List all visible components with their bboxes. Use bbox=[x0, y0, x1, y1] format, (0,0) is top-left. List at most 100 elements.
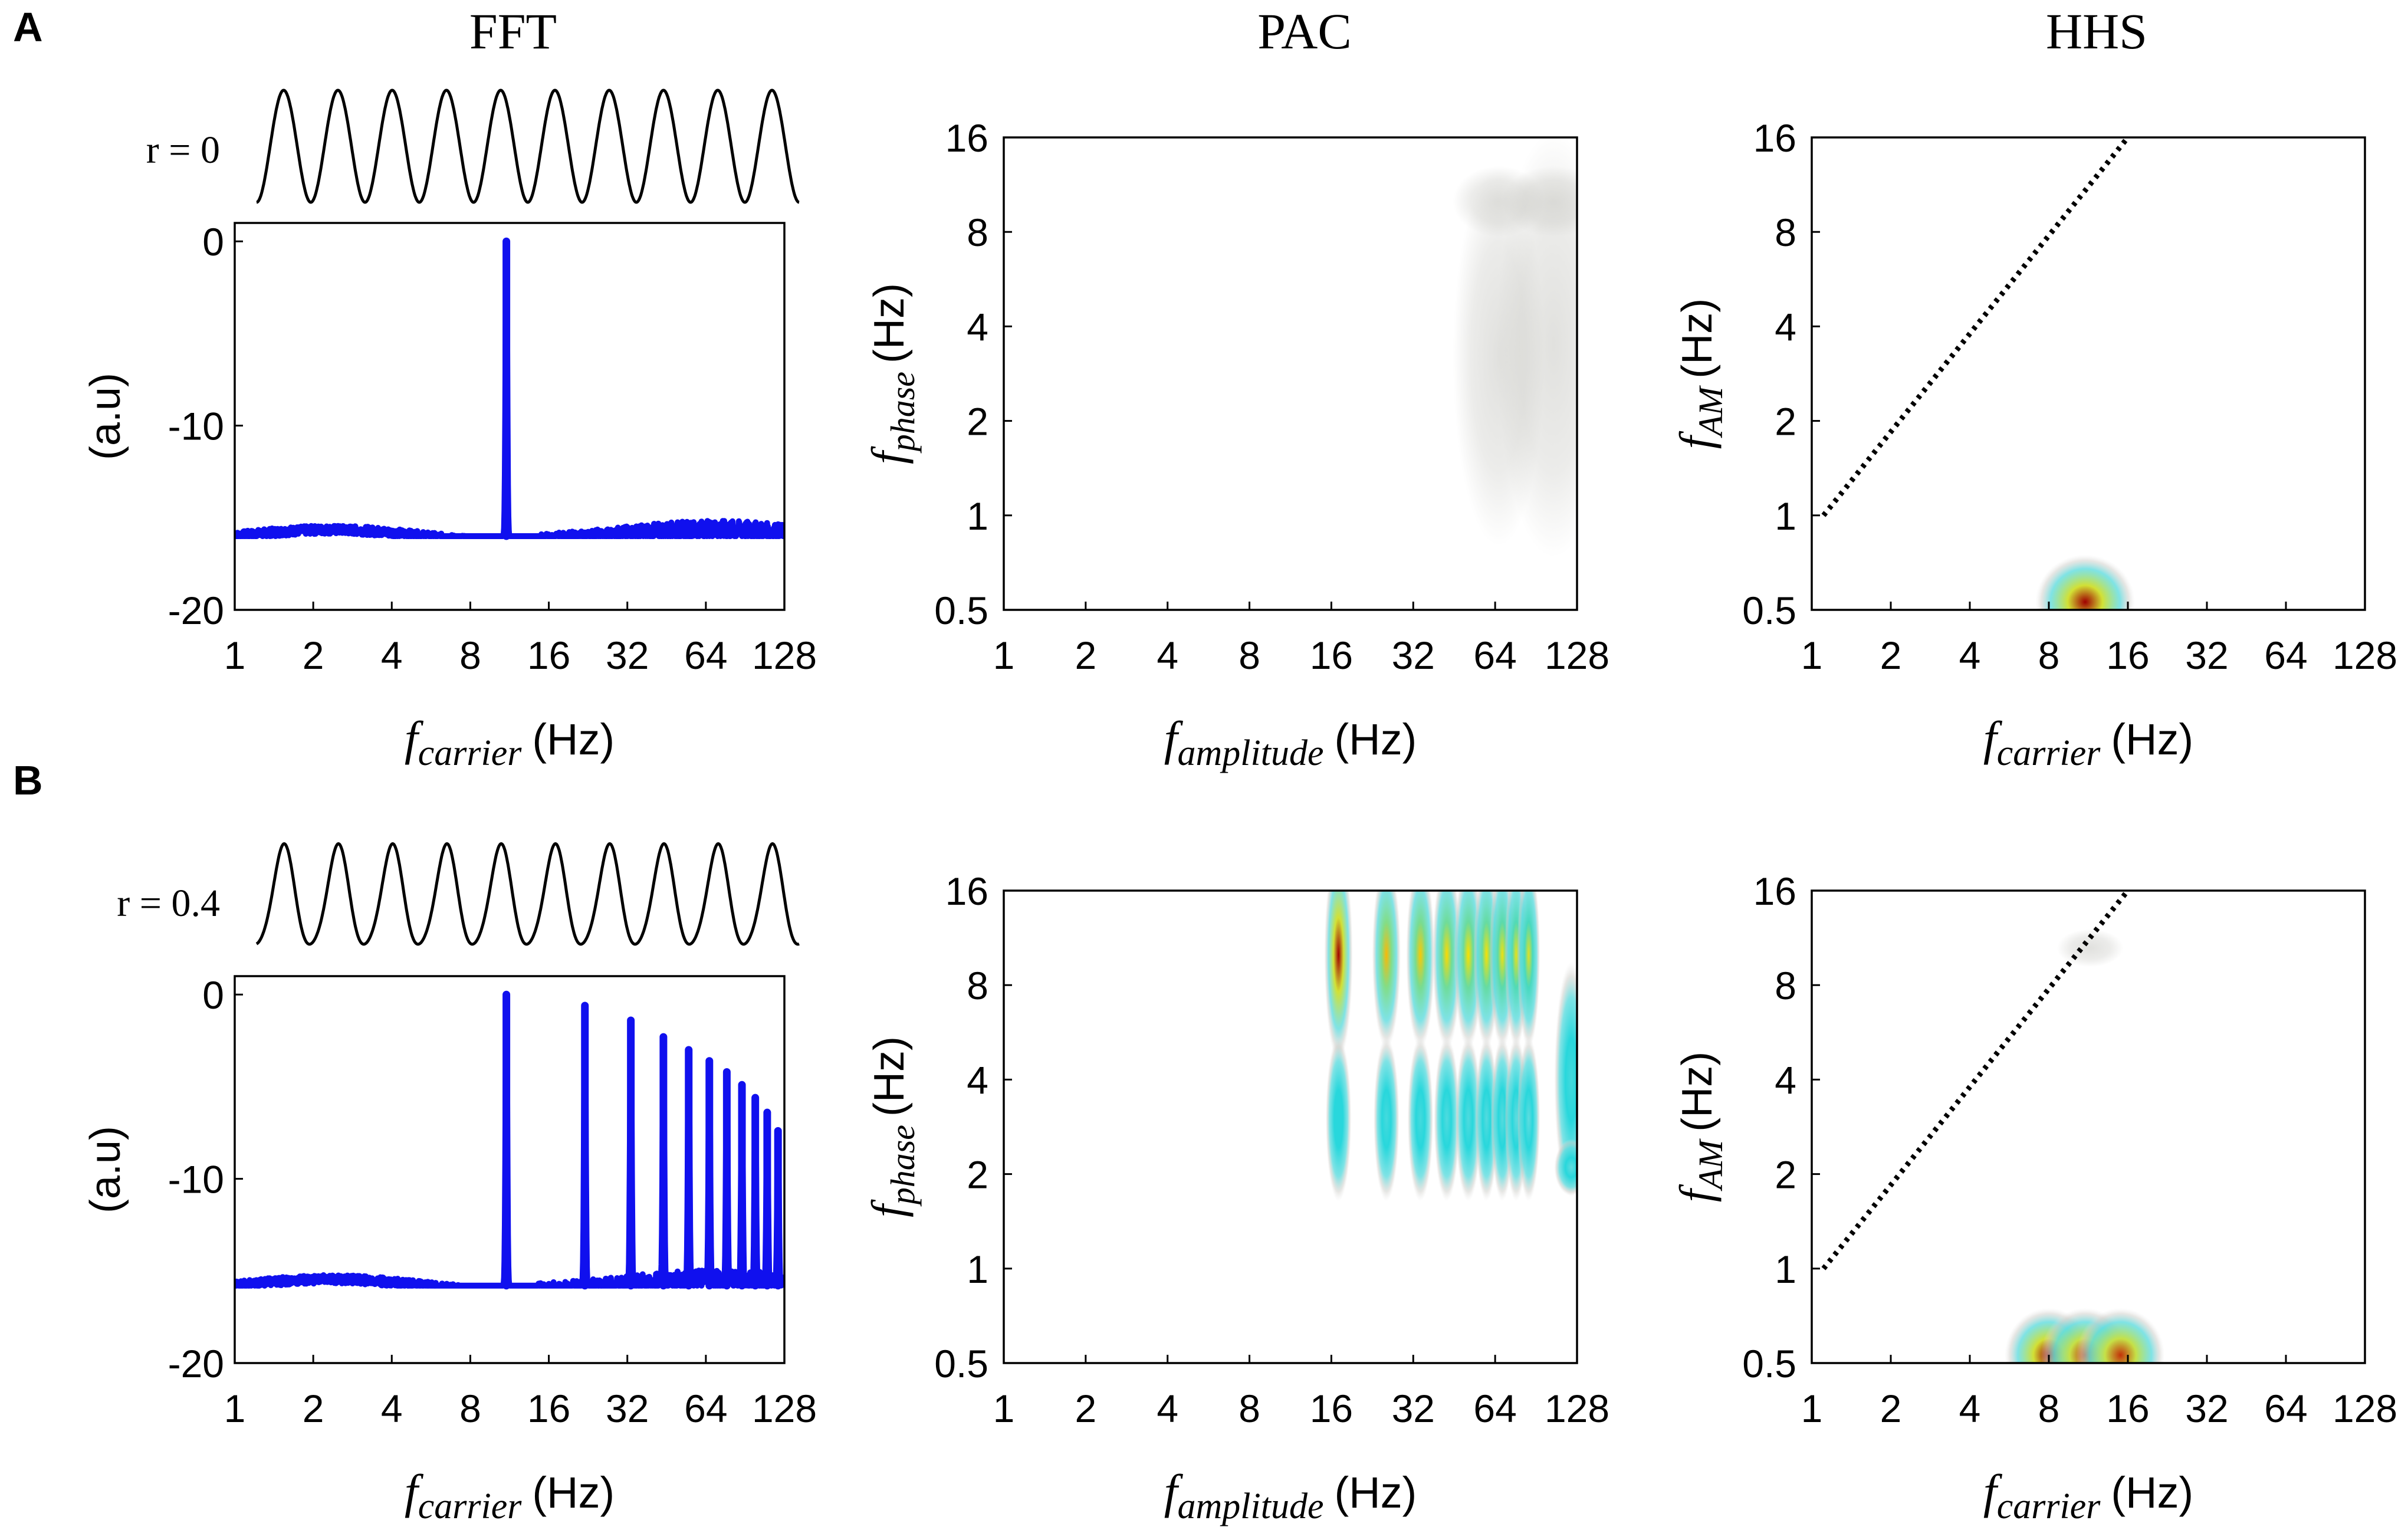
x-tick-label: 32 bbox=[2185, 1387, 2228, 1430]
heatmap-blob-3 bbox=[2076, 1308, 2165, 1363]
plot-frame bbox=[1003, 136, 1578, 611]
heatmap-blob-6 bbox=[1407, 1036, 1434, 1202]
x-tick-label: 128 bbox=[2333, 633, 2397, 677]
plot-frame bbox=[1811, 136, 2366, 611]
x-tick-label: 32 bbox=[606, 1387, 649, 1430]
waveform-label: r = 0.4 bbox=[117, 882, 220, 925]
chart-b-fft: r = 0.4 -20 -10 0 (a.u) 1 2 4 8 16 32 64 128 fcarrier… bbox=[82, 842, 817, 1526]
y-axis-label: fphase(Hz) bbox=[862, 1036, 922, 1217]
heatmap-blob-8 bbox=[1434, 1036, 1460, 1202]
x-tick-label: 64 bbox=[684, 633, 727, 677]
panel-label-b: B bbox=[13, 757, 43, 803]
x-tick-label: 1 bbox=[1801, 633, 1823, 677]
reference-line bbox=[1821, 137, 2130, 517]
heatmap-blob-4 bbox=[1496, 137, 1577, 557]
reference-line bbox=[1821, 891, 2130, 1270]
y-tick-label: 1 bbox=[1775, 494, 1796, 538]
plot-frame bbox=[234, 975, 786, 1364]
y-tick-label: -20 bbox=[168, 589, 224, 632]
y-tick-label: 0.5 bbox=[934, 1342, 988, 1385]
x-tick-label: 8 bbox=[2038, 1387, 2060, 1430]
y-tick-label: 1 bbox=[967, 1247, 988, 1291]
y-tick-label: 16 bbox=[1753, 869, 1796, 913]
x-tick-label: 2 bbox=[1075, 1387, 1096, 1430]
y-tick-label: -10 bbox=[168, 405, 224, 448]
x-tick-label: 1 bbox=[993, 1387, 1015, 1430]
x-tick-label: 16 bbox=[527, 633, 570, 677]
heatmap-blob-5 bbox=[1406, 891, 1435, 1049]
heatmap-blob-19 bbox=[1554, 961, 1577, 1198]
x-tick-label: 2 bbox=[1880, 633, 1902, 677]
waveform-trace bbox=[255, 842, 800, 946]
x-tick-label: 4 bbox=[1157, 1387, 1178, 1430]
y-tick-label: 8 bbox=[967, 964, 988, 1007]
y-tick-label: 8 bbox=[1775, 964, 1796, 1007]
y-tick-label: 2 bbox=[1775, 1153, 1796, 1197]
x-tick-label: 8 bbox=[459, 633, 481, 677]
x-tick-label: 8 bbox=[1239, 1387, 1260, 1430]
panel-label-a: A bbox=[13, 4, 43, 50]
x-tick-label: 32 bbox=[1392, 633, 1435, 677]
x-tick-label: 64 bbox=[2264, 633, 2307, 677]
plot-area bbox=[235, 990, 784, 1290]
heatmap-blob-1 bbox=[1324, 891, 1353, 1061]
plot-area bbox=[1324, 891, 1577, 1202]
x-tick-label: 4 bbox=[381, 1387, 403, 1430]
x-axis-label: fcarrier (Hz) bbox=[405, 1465, 615, 1526]
y-axis-label: fAM(Hz) bbox=[1670, 298, 1730, 449]
x-tick-label: 4 bbox=[1959, 1387, 1981, 1430]
y-tick-label: -10 bbox=[168, 1158, 224, 1201]
x-tick-label: 1 bbox=[224, 633, 246, 677]
y-tick-label: 4 bbox=[1775, 1058, 1796, 1102]
x-tick-label: 64 bbox=[1473, 1387, 1516, 1430]
heatmap-blob-10 bbox=[1455, 1036, 1481, 1202]
heatmap-blob-18 bbox=[1517, 1036, 1540, 1202]
plot-frame bbox=[1811, 889, 2366, 1364]
y-tick-label: 16 bbox=[945, 869, 988, 913]
x-tick-label: 128 bbox=[1545, 1387, 1609, 1430]
x-tick-label: 2 bbox=[303, 633, 324, 677]
x-tick-label: 16 bbox=[527, 1387, 570, 1430]
heatmap-blob-17 bbox=[1517, 891, 1540, 1049]
x-tick-label: 4 bbox=[1157, 633, 1178, 677]
y-tick-label: 1 bbox=[967, 494, 988, 538]
chart-a-fft: r = 0 -20 -10 0 (a.u) 1 2 4 8 16 32 64 128 fcarrier (H… bbox=[82, 88, 817, 773]
y-axis-label: (a.u) bbox=[82, 1126, 129, 1213]
y-tick-label: 8 bbox=[967, 211, 988, 254]
x-tick-label: 128 bbox=[752, 1387, 817, 1430]
plot-area bbox=[235, 237, 784, 540]
x-axis-label: fcarrier (Hz) bbox=[1983, 711, 2193, 773]
heatmap-blob-1 bbox=[2035, 554, 2135, 610]
x-tick-label: 4 bbox=[1959, 633, 1981, 677]
column-title-pac: PAC bbox=[1257, 3, 1351, 60]
x-tick-label: 128 bbox=[2333, 1387, 2397, 1430]
y-tick-label: 0.5 bbox=[1742, 1342, 1796, 1385]
x-axis-label: famplitude (Hz) bbox=[1164, 711, 1417, 773]
x-tick-label: 16 bbox=[1310, 1387, 1353, 1430]
plot-area bbox=[1453, 137, 1577, 557]
y-tick-label: 0.5 bbox=[934, 589, 988, 632]
y-tick-label: 0 bbox=[202, 220, 224, 264]
y-tick-label: 4 bbox=[967, 1058, 988, 1102]
waveform-trace bbox=[256, 88, 800, 204]
x-tick-label: 4 bbox=[381, 633, 403, 677]
plot-area bbox=[1821, 137, 2135, 610]
y-tick-label: 0 bbox=[202, 973, 224, 1017]
x-tick-label: 16 bbox=[2106, 633, 2149, 677]
y-tick-label: 8 bbox=[1775, 211, 1796, 254]
y-tick-label: 2 bbox=[1775, 400, 1796, 444]
y-tick-label: 4 bbox=[1775, 305, 1796, 349]
column-title-hhs: HHS bbox=[2046, 3, 2147, 60]
y-axis-label: fAM(Hz) bbox=[1670, 1052, 1730, 1202]
y-tick-label: 2 bbox=[967, 400, 988, 444]
x-tick-label: 1 bbox=[224, 1387, 246, 1430]
x-tick-label: 8 bbox=[1239, 633, 1260, 677]
heatmap-blob-2 bbox=[1325, 1036, 1352, 1202]
y-axis-label: fphase(Hz) bbox=[862, 283, 922, 464]
x-tick-label: 32 bbox=[1392, 1387, 1435, 1430]
y-tick-label: -20 bbox=[168, 1342, 224, 1385]
plot-frame bbox=[1003, 889, 1578, 1364]
